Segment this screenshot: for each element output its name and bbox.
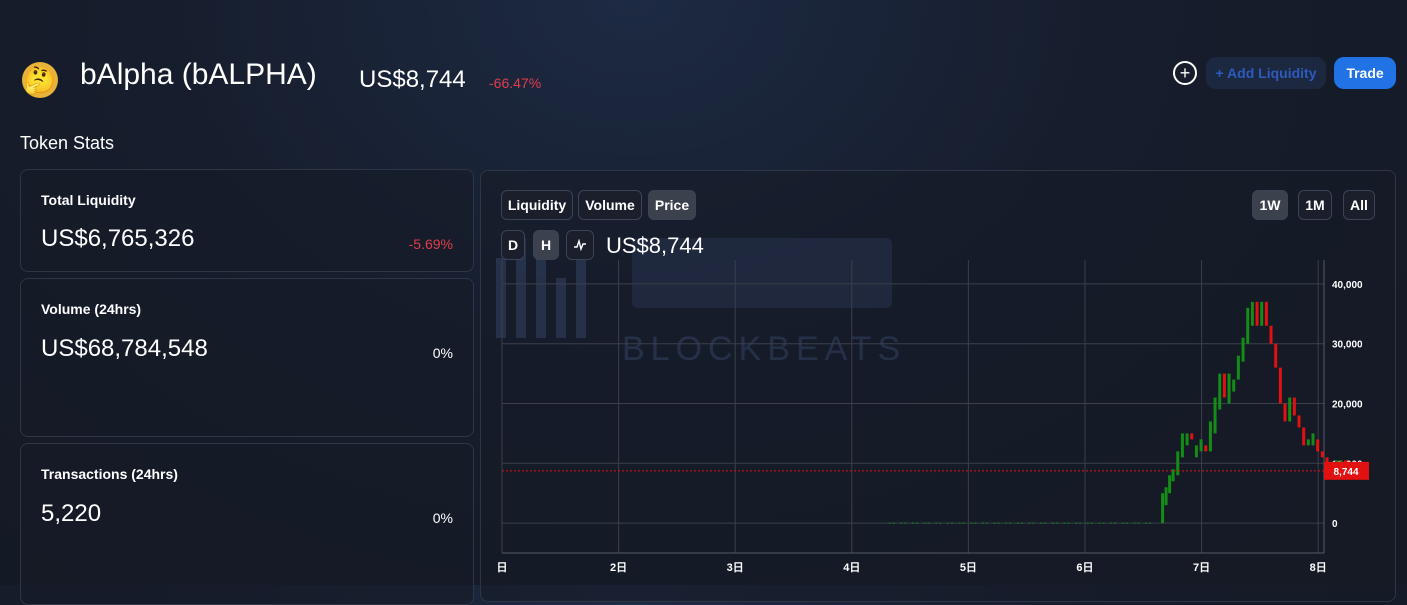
candle — [1260, 301, 1264, 326]
range-1w-button[interactable]: 1W — [1252, 190, 1288, 220]
interval-daily-button[interactable]: D — [501, 230, 525, 260]
candle — [1246, 307, 1250, 344]
y-tick-label: 0 — [1332, 519, 1338, 530]
add-watchlist-icon[interactable]: + — [1173, 61, 1197, 85]
stat-label: Total Liquidity — [41, 192, 136, 208]
candle — [1168, 475, 1172, 494]
x-tick-label: 3日 — [727, 561, 744, 574]
add-liquidity-button[interactable]: + Add Liquidity — [1206, 57, 1326, 89]
stat-value: US$6,765,326 — [41, 225, 195, 252]
token-stats-title: Token Stats — [20, 133, 115, 153]
candle — [1213, 397, 1217, 434]
candle — [1283, 403, 1287, 422]
candle — [1232, 379, 1236, 392]
stat-change: 0% — [432, 345, 453, 361]
line-chart-toggle-icon[interactable] — [566, 230, 594, 260]
chart-current-price: US$8,744 — [606, 233, 704, 258]
candle — [1274, 343, 1278, 368]
candle — [1161, 493, 1165, 524]
candle — [1236, 355, 1240, 380]
x-tick-label: 2日 — [610, 561, 627, 574]
trade-button[interactable]: Trade — [1334, 57, 1396, 89]
candle — [1199, 439, 1203, 452]
token-price-change: -66.47% — [489, 75, 542, 91]
candle — [1311, 433, 1315, 446]
candle — [1292, 397, 1296, 416]
current-price-label: 8,744 — [1333, 467, 1358, 478]
stat-change: -5.69% — [408, 236, 453, 252]
candle — [1264, 301, 1268, 326]
token-price: US$8,744 — [359, 66, 466, 93]
candle — [1194, 445, 1198, 458]
candle — [1278, 367, 1282, 404]
tab-volume[interactable]: Volume — [578, 190, 642, 220]
candle — [1250, 301, 1254, 326]
candle — [1302, 427, 1306, 446]
range-all-button[interactable]: All — [1343, 190, 1375, 220]
token-icon: 🤔 — [22, 62, 58, 98]
stat-card-total-liquidity: Total Liquidity US$6,765,326 -5.69% — [20, 169, 474, 272]
candle — [1288, 397, 1292, 422]
candle — [1164, 487, 1168, 506]
stat-label: Volume (24hrs) — [41, 301, 142, 317]
range-1m-button[interactable]: 1M — [1298, 190, 1332, 220]
candle — [1241, 337, 1245, 362]
stat-card-transactions: Transactions (24hrs) 5,220 0% — [20, 443, 474, 605]
tab-liquidity[interactable]: Liquidity — [501, 190, 573, 220]
y-tick-label: 20,000 — [1332, 400, 1363, 411]
y-tick-label: 30,000 — [1332, 340, 1363, 351]
price-chart-panel — [480, 170, 1396, 602]
token-name: bAlpha (bALPHA) — [80, 58, 317, 91]
candle — [1227, 373, 1231, 404]
stat-label: Transactions (24hrs) — [41, 466, 178, 482]
candle — [1222, 373, 1226, 398]
candle — [1185, 433, 1189, 446]
stat-value: 5,220 — [41, 500, 102, 527]
stat-change: 0% — [432, 510, 453, 526]
candle — [1255, 301, 1259, 326]
candle — [1176, 451, 1180, 476]
candle — [1306, 439, 1310, 446]
candle — [1320, 451, 1324, 458]
watermark-text: BLOCKBEATS — [622, 330, 906, 368]
candle — [1269, 325, 1273, 344]
candlestick-chart: 日2日3日4日5日6日7日8日010,00020,00030,00040,000… — [497, 260, 1369, 574]
candle — [1218, 373, 1222, 410]
y-tick-label: 40,000 — [1332, 280, 1363, 291]
x-tick-label: 4日 — [843, 561, 860, 574]
current-price-badge — [1324, 461, 1369, 480]
x-tick-label: 5日 — [960, 561, 977, 574]
stat-card-volume: Volume (24hrs) US$68,784,548 0% — [20, 278, 474, 437]
tab-price[interactable]: Price — [648, 190, 696, 220]
candle — [1204, 445, 1208, 452]
x-tick-label: 8日 — [1310, 561, 1327, 574]
x-tick-label: 7日 — [1193, 561, 1210, 574]
interval-hourly-button[interactable]: H — [533, 230, 559, 260]
candle — [1316, 439, 1320, 452]
stat-value: US$68,784,548 — [41, 335, 208, 362]
blockbeats-watermark: BLOCKBEATS — [496, 238, 906, 368]
candle — [1339, 460, 1343, 464]
candle — [1171, 469, 1175, 482]
candle — [1208, 421, 1212, 452]
x-tick-label: 日 — [497, 561, 508, 574]
candle — [1180, 433, 1184, 458]
candle — [1325, 457, 1329, 464]
x-tick-label: 6日 — [1076, 561, 1093, 574]
candle — [1190, 433, 1194, 440]
candle — [1297, 415, 1301, 428]
